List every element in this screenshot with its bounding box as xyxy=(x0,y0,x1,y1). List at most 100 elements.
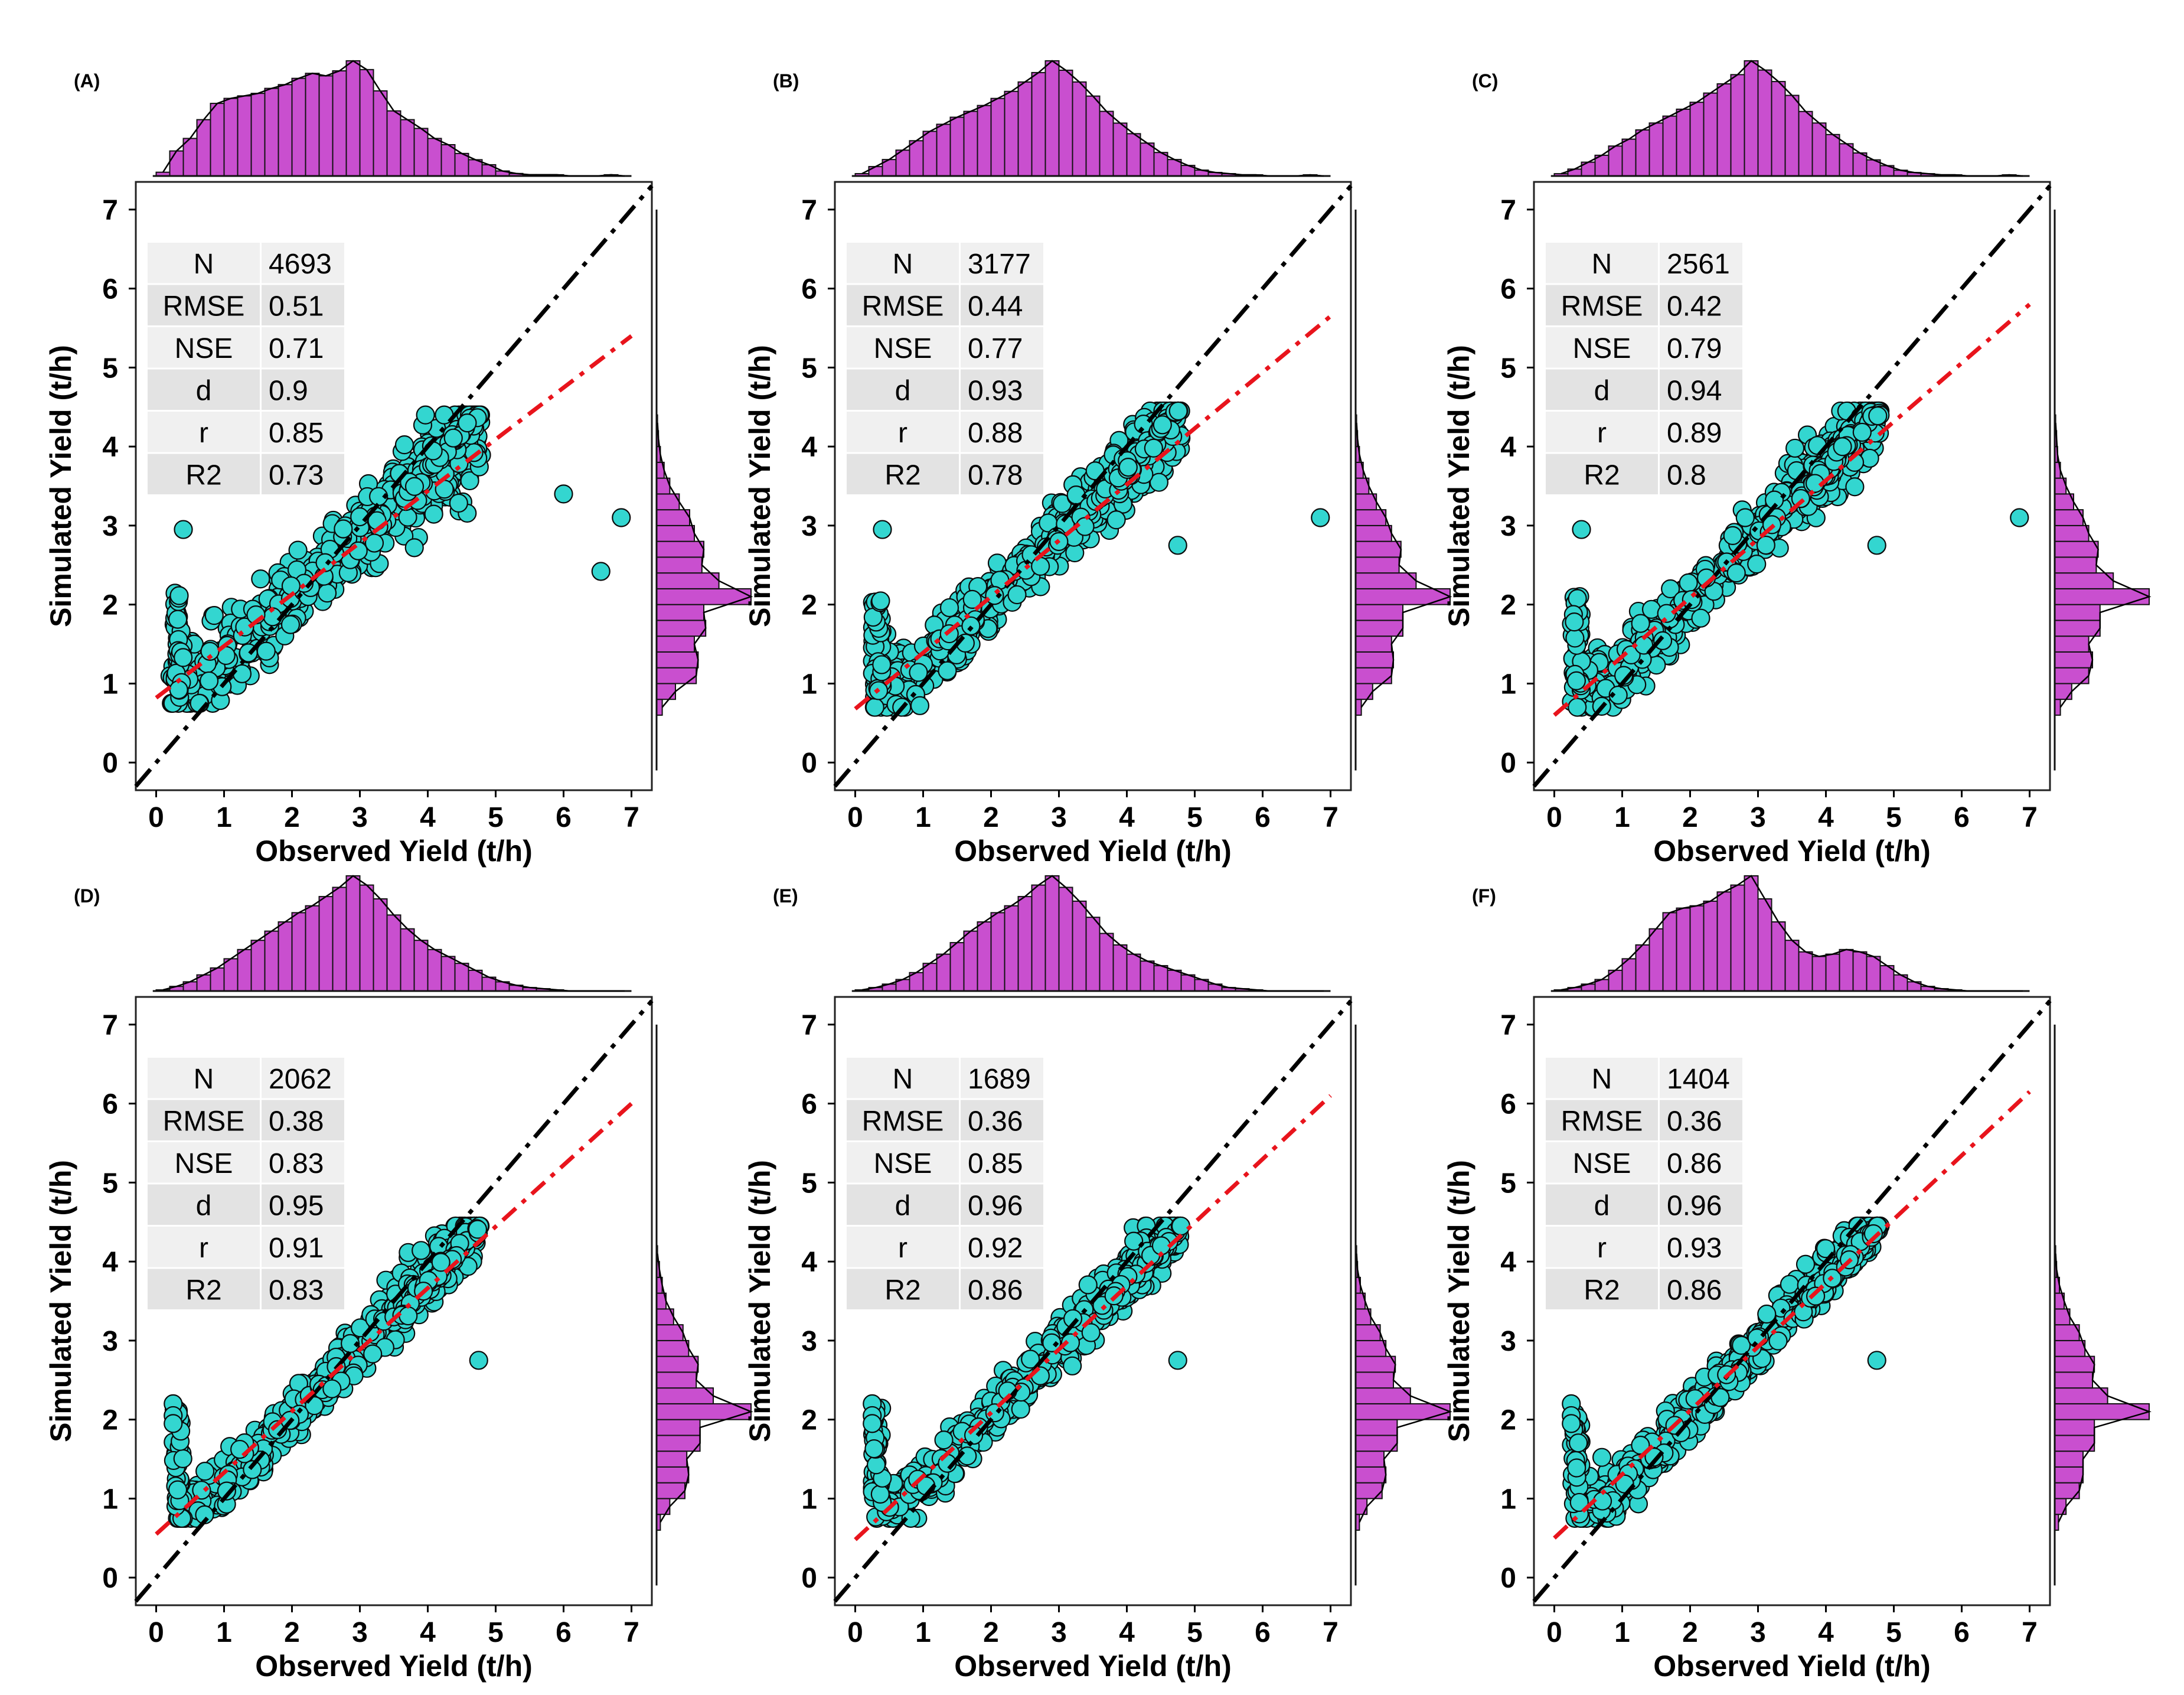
stats-value-d: 0.95 xyxy=(269,1190,324,1221)
scatter-point xyxy=(322,1379,342,1399)
stats-value-r2: 0.86 xyxy=(1667,1274,1722,1306)
side-hist-bar xyxy=(1355,524,1392,542)
top-hist-bar xyxy=(1017,896,1033,992)
one-to-one-line xyxy=(833,184,1353,788)
stats-value-r: 0.92 xyxy=(968,1233,1023,1264)
y-tick-label: 1 xyxy=(1500,669,1516,700)
scatter-point xyxy=(443,428,463,448)
plot-frame xyxy=(135,996,653,1606)
y-tick-label: 5 xyxy=(801,353,817,384)
side-hist-bar xyxy=(656,1482,685,1500)
y-tick-label: 2 xyxy=(102,1405,118,1436)
top-hist-bar xyxy=(1676,907,1691,992)
stats-table: N 2062 RMSE 0.38 NSE 0.83 d 0.95 r 0.91 R2 0.83 xyxy=(148,1058,344,1309)
y-tick-label: 4 xyxy=(1500,1247,1516,1278)
x-tick-label: 6 xyxy=(556,1617,572,1648)
stats-cell-label-bg xyxy=(1546,454,1658,494)
y-tick-label: 0 xyxy=(1500,1563,1516,1594)
scatter-point xyxy=(1168,401,1188,421)
stats-cell-value-bg xyxy=(262,369,344,410)
x-tick-label: 0 xyxy=(847,802,863,833)
side-histogram xyxy=(655,1024,753,1586)
stats-label-n: N xyxy=(893,249,913,280)
scatter-point-outlier xyxy=(1311,508,1330,527)
x-tick-label: 7 xyxy=(623,802,639,833)
top-hist-bar xyxy=(278,84,293,177)
stats-label-rmse: RMSE xyxy=(1561,291,1643,322)
x-axis-title: Observed Yield (t/h) xyxy=(1653,1650,1931,1683)
top-hist-bar xyxy=(1798,951,1813,992)
top-hist-bar xyxy=(909,140,924,177)
y-tick-label: 3 xyxy=(102,1326,118,1357)
scatter-point xyxy=(404,538,424,558)
x-tick-label: 0 xyxy=(1546,1617,1562,1648)
scatter-point xyxy=(195,1462,215,1481)
plot-frame xyxy=(135,181,653,791)
scatter-point xyxy=(394,435,414,455)
stats-cell-value-bg xyxy=(1660,369,1742,410)
stats-value-nse: 0.71 xyxy=(269,333,324,364)
side-hist-bar xyxy=(1355,635,1392,653)
stats-label-rmse: RMSE xyxy=(163,291,245,322)
x-tick-label: 1 xyxy=(915,802,931,833)
top-hist-bar xyxy=(210,967,225,992)
scatter-point xyxy=(232,664,252,683)
side-hist-bar xyxy=(1355,683,1373,700)
side-hist-bar xyxy=(656,620,707,637)
stats-cell-value-bg xyxy=(961,369,1043,410)
stats-table: N 2561 RMSE 0.42 NSE 0.79 d 0.94 r 0.89 R2 0.8 xyxy=(1546,243,1742,494)
side-hist-bar xyxy=(1355,1435,1398,1452)
x-tick-label: 0 xyxy=(847,1617,863,1648)
top-hist-bar xyxy=(1635,129,1650,177)
side-hist-bar xyxy=(1355,620,1403,637)
scatter-point xyxy=(872,655,892,674)
x-axis-title: Observed Yield (t/h) xyxy=(954,835,1232,868)
stats-table: N 1689 RMSE 0.36 NSE 0.85 d 0.96 r 0.92 R2 0.86 xyxy=(847,1058,1043,1309)
scatter-point xyxy=(1631,614,1650,633)
top-hist-bar xyxy=(1112,944,1128,992)
top-hist-bar xyxy=(1031,71,1046,177)
stats-cell-label-bg xyxy=(847,412,959,452)
regression-fit-line xyxy=(854,314,1332,710)
side-hist-bar xyxy=(1355,540,1402,558)
stats-value-rmse: 0.36 xyxy=(1667,1106,1722,1137)
top-hist-bar xyxy=(413,940,429,992)
top-hist-bar xyxy=(454,963,469,992)
side-hist-bar xyxy=(1355,588,1451,605)
scatter-point xyxy=(1592,1448,1612,1467)
scatter-point xyxy=(1756,535,1775,555)
side-hist-bar xyxy=(656,524,695,542)
x-tick-label: 3 xyxy=(352,1617,368,1648)
stats-cell-label-bg xyxy=(1546,243,1658,283)
top-hist-bar xyxy=(949,116,965,177)
scatter-point xyxy=(1011,1399,1030,1419)
panel-label: (E) xyxy=(773,885,798,907)
top-hist-bar xyxy=(1757,898,1772,992)
y-tick-label: 7 xyxy=(801,1010,817,1041)
x-tick-label: 1 xyxy=(216,802,232,833)
y-tick-label: 4 xyxy=(801,432,817,463)
stats-value-n: 2561 xyxy=(1667,249,1730,280)
side-hist-bar xyxy=(656,1419,701,1436)
scatter-point-outlier xyxy=(591,562,611,581)
side-density-curve xyxy=(657,422,753,708)
top-hist-bar xyxy=(454,152,469,177)
top-hist-bar xyxy=(1811,956,1827,992)
top-hist-bar xyxy=(223,97,239,177)
top-hist-bar xyxy=(1825,133,1840,177)
scatter-point-outlier xyxy=(1168,1351,1187,1370)
side-hist-bar xyxy=(2054,1371,2093,1389)
side-density-curve xyxy=(1356,422,1452,708)
side-hist-bar xyxy=(1355,1482,1383,1500)
side-hist-bar xyxy=(656,556,703,574)
top-density-curve xyxy=(162,875,625,992)
top-hist-bar xyxy=(1662,115,1677,177)
stats-value-nse: 0.79 xyxy=(1667,333,1722,364)
y-tick-label: 0 xyxy=(102,748,118,779)
scatter-point xyxy=(1063,1356,1082,1375)
side-hist-bar xyxy=(656,1339,690,1357)
scatter-point xyxy=(1661,579,1680,599)
y-tick-label: 2 xyxy=(801,590,817,621)
stats-value-r2: 0.8 xyxy=(1667,459,1706,491)
